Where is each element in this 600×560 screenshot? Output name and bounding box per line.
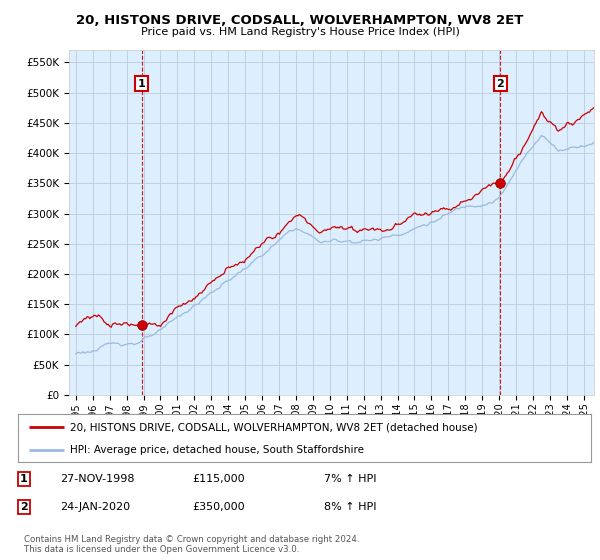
Text: 1: 1 [138, 78, 146, 88]
Text: Contains HM Land Registry data © Crown copyright and database right 2024.
This d: Contains HM Land Registry data © Crown c… [24, 535, 359, 554]
Text: 7% ↑ HPI: 7% ↑ HPI [324, 474, 377, 484]
Text: £350,000: £350,000 [192, 502, 245, 512]
Text: 2: 2 [20, 502, 28, 512]
Text: 2: 2 [496, 78, 504, 88]
Text: £115,000: £115,000 [192, 474, 245, 484]
Text: 1: 1 [20, 474, 28, 484]
Text: 24-JAN-2020: 24-JAN-2020 [60, 502, 130, 512]
Text: 20, HISTONS DRIVE, CODSALL, WOLVERHAMPTON, WV8 2ET (detached house): 20, HISTONS DRIVE, CODSALL, WOLVERHAMPTO… [70, 422, 477, 432]
Text: Price paid vs. HM Land Registry's House Price Index (HPI): Price paid vs. HM Land Registry's House … [140, 27, 460, 37]
Text: HPI: Average price, detached house, South Staffordshire: HPI: Average price, detached house, Sout… [70, 445, 364, 455]
Text: 27-NOV-1998: 27-NOV-1998 [60, 474, 134, 484]
Text: 20, HISTONS DRIVE, CODSALL, WOLVERHAMPTON, WV8 2ET: 20, HISTONS DRIVE, CODSALL, WOLVERHAMPTO… [76, 14, 524, 27]
Text: 8% ↑ HPI: 8% ↑ HPI [324, 502, 377, 512]
